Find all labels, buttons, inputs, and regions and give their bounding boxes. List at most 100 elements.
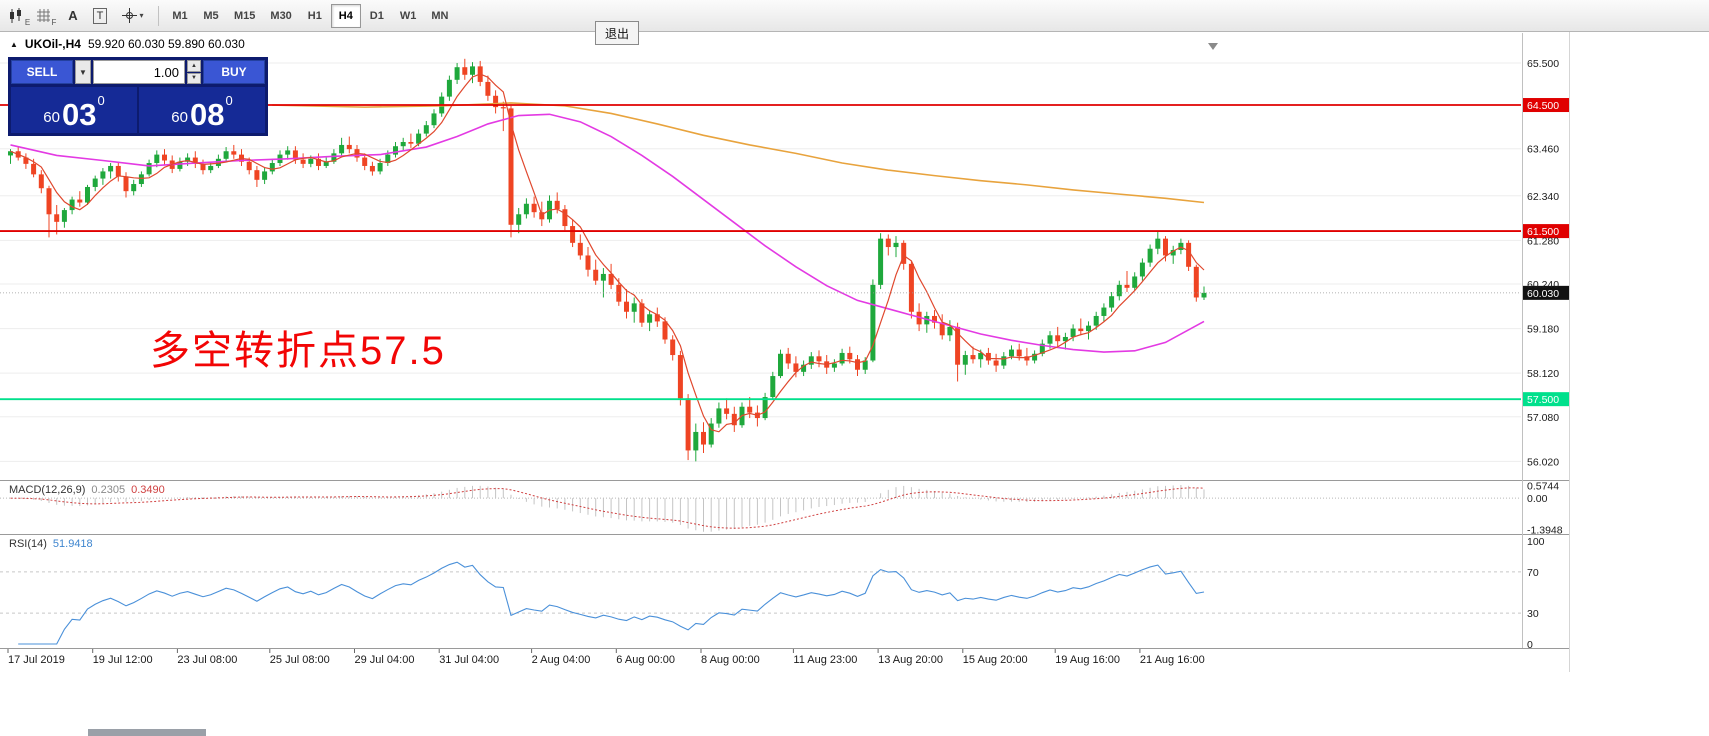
sell-price-display[interactable]: 60 03 0 bbox=[11, 87, 137, 133]
text-box-icon[interactable]: T bbox=[87, 4, 113, 28]
svg-text:64.500: 64.500 bbox=[1527, 100, 1559, 112]
timeframe-m1-button[interactable]: M1 bbox=[165, 4, 195, 28]
svg-text:63.460: 63.460 bbox=[1527, 144, 1559, 156]
volume-input[interactable] bbox=[93, 60, 185, 84]
svg-text:61.500: 61.500 bbox=[1527, 226, 1559, 238]
macd-pane-title: MACD(12,26,9) 0.2305 0.3490 bbox=[9, 484, 165, 496]
text-label-icon[interactable]: A bbox=[68, 8, 78, 23]
volume-increase-button[interactable]: ▲ bbox=[187, 60, 201, 72]
svg-text:70: 70 bbox=[1527, 567, 1539, 579]
current-price-marker: 60.030 bbox=[0, 285, 1569, 300]
svg-text:65.500: 65.500 bbox=[1527, 58, 1559, 70]
svg-text:25 Jul 08:00: 25 Jul 08:00 bbox=[270, 654, 330, 666]
svg-text:58.120: 58.120 bbox=[1527, 368, 1559, 380]
sell-price-prefix: 60 bbox=[43, 109, 60, 126]
timeframe-w1-button[interactable]: W1 bbox=[393, 4, 424, 28]
timeframe-h4-button[interactable]: H4 bbox=[330, 3, 361, 28]
ohlc-values: 59.920 60.030 59.890 60.030 bbox=[87, 37, 245, 51]
candlesticks bbox=[8, 58, 1207, 462]
moving-averages bbox=[10, 73, 1205, 433]
volume-decrease-button[interactable]: ▼ bbox=[187, 72, 201, 84]
svg-text:0: 0 bbox=[1527, 639, 1533, 651]
sell-button[interactable]: SELL bbox=[11, 60, 73, 84]
crosshair-icon[interactable]: ▾ bbox=[114, 4, 152, 28]
timeframe-h1-button[interactable]: H1 bbox=[300, 4, 330, 28]
boxed-t-glyph: T bbox=[92, 7, 108, 24]
macd-signal-line bbox=[10, 487, 1205, 529]
ma-magenta-line bbox=[10, 113, 1205, 353]
svg-text:13 Aug 20:00: 13 Aug 20:00 bbox=[878, 654, 943, 666]
sell-price-pip: 0 bbox=[97, 93, 105, 108]
exit-button[interactable]: 退出 bbox=[595, 21, 639, 45]
macd-signal-value: 0.3490 bbox=[131, 484, 165, 496]
timeframe-m5-button[interactable]: M5 bbox=[196, 4, 226, 28]
timeframe-m30-button[interactable]: M30 bbox=[263, 4, 298, 28]
svg-text:29 Jul 04:00: 29 Jul 04:00 bbox=[355, 654, 415, 666]
horizontal-level-lines: 64.500 61.500 57.500 bbox=[0, 98, 1569, 407]
svg-text:30: 30 bbox=[1527, 608, 1539, 620]
one-click-trade-panel: SELL ▼ ▲ ▼ BUY 60 03 0 60 08 0 bbox=[8, 57, 268, 136]
macd-main-value: 0.2305 bbox=[91, 484, 126, 496]
sell-price-main: 03 bbox=[61, 96, 97, 132]
svg-text:31 Jul 04:00: 31 Jul 04:00 bbox=[439, 654, 499, 666]
taskbar-fragment bbox=[88, 729, 206, 736]
volume-stepper: ▲ ▼ bbox=[187, 60, 201, 84]
svg-text:60.240: 60.240 bbox=[1527, 279, 1559, 291]
timeframe-d1-button[interactable]: D1 bbox=[362, 4, 392, 28]
trade-panel-prices: 60 03 0 60 08 0 bbox=[11, 87, 265, 133]
svg-text:-1.3948: -1.3948 bbox=[1527, 525, 1563, 537]
svg-text:19 Aug 16:00: 19 Aug 16:00 bbox=[1055, 654, 1120, 666]
svg-text:61.280: 61.280 bbox=[1527, 235, 1559, 247]
svg-text:100: 100 bbox=[1527, 536, 1545, 548]
svg-text:23 Jul 08:00: 23 Jul 08:00 bbox=[177, 654, 237, 666]
symbol-name: UKOil-,H4 bbox=[24, 37, 81, 51]
svg-text:0.5744: 0.5744 bbox=[1527, 480, 1559, 492]
rsi-pane: 100 70 30 0 bbox=[0, 536, 1545, 651]
toolbar: E F A T ▾ M1 M5 M15 M30 H1 bbox=[0, 0, 1709, 32]
buy-button[interactable]: BUY bbox=[203, 60, 265, 84]
svg-text:59.180: 59.180 bbox=[1527, 324, 1559, 336]
rsi-value: 51.9418 bbox=[52, 538, 93, 550]
svg-text:15 Aug 20:00: 15 Aug 20:00 bbox=[963, 654, 1028, 666]
icon-sub-e: E bbox=[24, 17, 31, 27]
chevron-down-icon: ▼ bbox=[79, 67, 87, 77]
timeframe-m15-button[interactable]: M15 bbox=[227, 4, 262, 28]
svg-text:57.080: 57.080 bbox=[1527, 412, 1559, 424]
symbol-marker-icon: ▲ bbox=[10, 39, 18, 49]
buy-price-main: 08 bbox=[189, 96, 225, 132]
svg-text:19 Jul 12:00: 19 Jul 12:00 bbox=[93, 654, 153, 666]
candlestick-chart-icon[interactable]: E bbox=[6, 4, 32, 28]
svg-text:60.030: 60.030 bbox=[1527, 288, 1559, 300]
buy-price-display[interactable]: 60 08 0 bbox=[139, 87, 265, 133]
svg-text:11 Aug 23:00: 11 Aug 23:00 bbox=[793, 654, 857, 666]
chevron-down-icon: ▾ bbox=[139, 11, 144, 20]
time-axis: 17 Jul 2019 19 Jul 12:00 23 Jul 08:00 25 Ju… bbox=[7, 649, 1205, 666]
macd-title-label: MACD(12,26,9) bbox=[9, 484, 86, 496]
toolbar-separator bbox=[158, 5, 159, 26]
svg-text:8 Aug 00:00: 8 Aug 00:00 bbox=[701, 654, 760, 666]
svg-text:17 Jul 2019: 17 Jul 2019 bbox=[8, 654, 65, 666]
svg-text:6 Aug 00:00: 6 Aug 00:00 bbox=[616, 654, 675, 666]
grid-icon[interactable]: F bbox=[33, 4, 59, 28]
chart-annotation-text: 多空转折点57.5 bbox=[150, 329, 446, 373]
candlestick-glyph bbox=[9, 7, 21, 23]
crosshair-glyph bbox=[122, 8, 138, 23]
svg-text:2 Aug 04:00: 2 Aug 04:00 bbox=[532, 654, 591, 666]
svg-text:56.020: 56.020 bbox=[1527, 456, 1559, 468]
price-axis-labels: 65.500 63.460 62.340 61.280 60.240 59.180 58.1… bbox=[1527, 58, 1559, 468]
pane-separators bbox=[0, 32, 1570, 672]
grid-glyph bbox=[36, 9, 50, 22]
ma-red-line bbox=[10, 73, 1205, 433]
rsi-title-label: RSI(14) bbox=[9, 538, 47, 550]
volume-dropdown-button[interactable]: ▼ bbox=[75, 60, 91, 84]
trade-panel-controls: SELL ▼ ▲ ▼ BUY bbox=[11, 60, 265, 84]
rsi-line bbox=[18, 561, 1205, 645]
timeframe-mn-button[interactable]: MN bbox=[424, 4, 455, 28]
buy-price-prefix: 60 bbox=[171, 109, 188, 126]
symbol-header: ▲ UKOil-,H4 59.920 60.030 59.890 60.030 bbox=[10, 37, 245, 51]
rsi-pane-title: RSI(14) 51.9418 bbox=[9, 538, 93, 550]
svg-text:21 Aug 16:00: 21 Aug 16:00 bbox=[1140, 654, 1205, 666]
